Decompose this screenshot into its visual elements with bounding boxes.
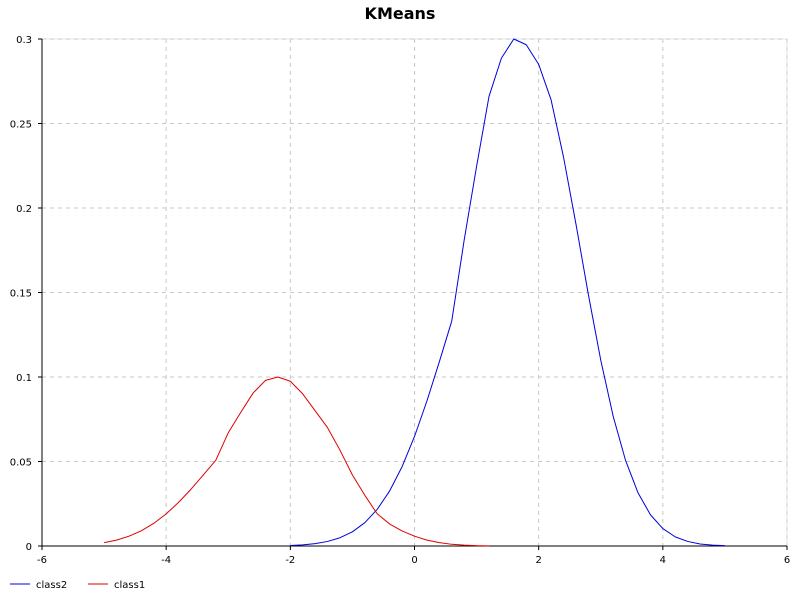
- legend: class2 class1: [10, 580, 145, 591]
- legend-label-class1: class1: [114, 580, 145, 591]
- x-tick-label: -6: [37, 555, 47, 566]
- y-tick-label: 0.1: [16, 373, 32, 384]
- grid-layer: [41, 38, 788, 547]
- x-tick-label: 0: [411, 555, 417, 566]
- x-tick-label: 6: [784, 555, 790, 566]
- y-tick-label: 0.3: [16, 35, 32, 46]
- series-line-class1: [103, 376, 490, 547]
- series-layer: [103, 38, 725, 547]
- y-tick-label: 0.2: [16, 204, 32, 215]
- x-tick-label: -2: [285, 555, 295, 566]
- plot-area: [41, 38, 788, 547]
- series-line-class2: [290, 38, 725, 547]
- y-tick-label: 0.25: [10, 120, 32, 131]
- chart-title: KMeans: [365, 4, 436, 23]
- y-tick-label: 0.15: [10, 289, 32, 300]
- y-tick-label: 0: [26, 542, 32, 553]
- axes-layer: -6 -4 -2 0 2 4 6 0 0.05 0.1 0.15 0.2 0.25 0.3: [10, 35, 790, 566]
- y-tick-label: 0.05: [10, 458, 32, 469]
- legend-label-class2: class2: [36, 580, 67, 591]
- x-tick-label: 2: [535, 555, 541, 566]
- x-tick-label: 4: [660, 555, 666, 566]
- x-tick-label: -4: [161, 555, 171, 566]
